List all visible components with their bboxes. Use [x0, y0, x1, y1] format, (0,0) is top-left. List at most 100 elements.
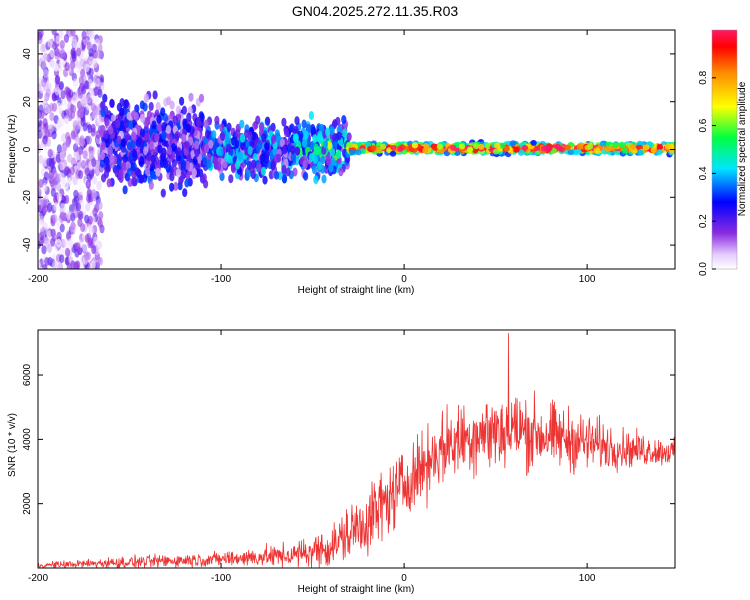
heatmap-cell: [618, 141, 626, 148]
heatmap-cell: [91, 192, 97, 202]
heatmap-cell: [313, 146, 319, 156]
spectrogram-ytick-label: 40: [22, 48, 33, 60]
heatmap-cell: [564, 144, 571, 151]
heatmap-cell: [155, 167, 161, 177]
heatmap-cell: [194, 148, 200, 158]
heatmap-cell: [219, 172, 225, 182]
heatmap-cell: [42, 182, 48, 192]
heatmap-cell: [272, 146, 278, 156]
colorbar-tick-label: 0.2: [698, 214, 709, 228]
heatmap-cell: [198, 93, 205, 103]
heatmap-cell: [102, 93, 108, 103]
heatmap-cell: [87, 30, 93, 38]
heatmap-cell: [101, 173, 107, 183]
heatmap-cell: [390, 144, 397, 151]
heatmap-cell: [466, 146, 474, 153]
heatmap-cell: [121, 161, 127, 171]
heatmap-cell: [320, 155, 326, 165]
heatmap-cell: [76, 161, 82, 171]
heatmap-cell: [129, 140, 136, 150]
heatmap-cell: [70, 30, 76, 37]
heatmap-cell: [64, 62, 70, 72]
colorbar-tick-label: 0.8: [698, 70, 709, 84]
heatmap-cell: [274, 170, 280, 180]
heatmap-cell: [567, 149, 574, 156]
heatmap-cell: [113, 127, 120, 137]
heatmap-cell: [73, 124, 79, 134]
snr-xtick-label: -100: [211, 573, 231, 584]
heatmap-cell: [262, 175, 268, 185]
heatmap-cell: [338, 167, 344, 177]
heatmap-cell: [56, 238, 62, 248]
heatmap-cell: [97, 240, 103, 250]
snr-xlabel: Height of straight line (km): [298, 584, 415, 595]
heatmap-cell: [302, 160, 308, 169]
heatmap-cell: [249, 139, 255, 149]
heatmap-cell: [214, 115, 220, 125]
heatmap-cell: [80, 159, 86, 169]
heatmap-cell: [139, 100, 145, 110]
heatmap-cell: [109, 99, 115, 108]
heatmap-cell: [74, 151, 80, 161]
heatmap-cell: [118, 168, 124, 178]
heatmap-cell: [247, 131, 253, 141]
heatmap-cell: [576, 144, 583, 151]
heatmap-cell: [212, 156, 218, 166]
colorbar-tick-label: 0.4: [698, 166, 709, 180]
heatmap-cell: [88, 237, 94, 247]
heatmap-cell: [138, 174, 144, 184]
heatmap-cell: [295, 146, 301, 156]
heatmap-cell: [155, 101, 161, 111]
heatmap-cell: [161, 130, 167, 140]
heatmap-cell: [238, 152, 244, 162]
heatmap-cell: [44, 104, 50, 114]
heatmap-cell: [181, 170, 187, 179]
heatmap-cell: [88, 150, 95, 160]
heatmap-cell: [100, 108, 106, 118]
heatmap-cell: [389, 150, 397, 157]
heatmap-cell: [81, 30, 87, 40]
heatmap-cell: [270, 161, 276, 171]
heatmap-cell: [51, 102, 58, 112]
heatmap-cell: [341, 115, 347, 124]
heatmap-cell: [52, 247, 59, 256]
heatmap-cell: [63, 238, 69, 247]
heatmap-cell: [310, 123, 316, 133]
heatmap-cell: [73, 261, 79, 269]
heatmap-cell: [83, 50, 89, 60]
heatmap-cell: [494, 142, 501, 149]
heatmap-cell: [194, 140, 200, 150]
heatmap-cell: [336, 131, 342, 141]
heatmap-cell: [249, 164, 255, 174]
heatmap-cell: [92, 95, 98, 105]
heatmap-cell: [293, 125, 299, 135]
heatmap-cell: [60, 177, 66, 187]
heatmap-cell: [86, 124, 93, 134]
heatmap-cell: [49, 112, 55, 122]
heatmap-cell: [230, 162, 236, 172]
heatmap-cell: [169, 172, 175, 182]
snr-ylabel: SNR (10 * v/v): [7, 413, 18, 477]
heatmap-cell: [319, 123, 325, 133]
heatmap-cell: [185, 123, 191, 133]
heatmap-cell: [56, 192, 63, 202]
heatmap-cell: [46, 202, 53, 212]
heatmap-cell: [204, 129, 211, 139]
heatmap-cell: [530, 139, 537, 146]
heatmap-cell: [103, 130, 109, 140]
heatmap-cell: [79, 135, 85, 145]
heatmap-cell: [75, 47, 82, 57]
heatmap-cell: [325, 127, 331, 137]
heatmap-cell: [83, 251, 90, 261]
heatmap-cell: [95, 38, 101, 48]
heatmap-cell: [56, 144, 63, 154]
heatmap-cell: [115, 119, 121, 129]
heatmap-cell: [120, 138, 126, 148]
heatmap-cell: [629, 143, 637, 150]
heatmap-cell: [305, 139, 311, 148]
snr-axes: -200 -100 0 100 2000 4000 6000: [22, 330, 675, 584]
heatmap-cell: [150, 170, 156, 180]
heatmap-cell: [52, 169, 58, 179]
heatmap-cell: [599, 140, 607, 147]
heatmap-cell: [284, 128, 290, 138]
